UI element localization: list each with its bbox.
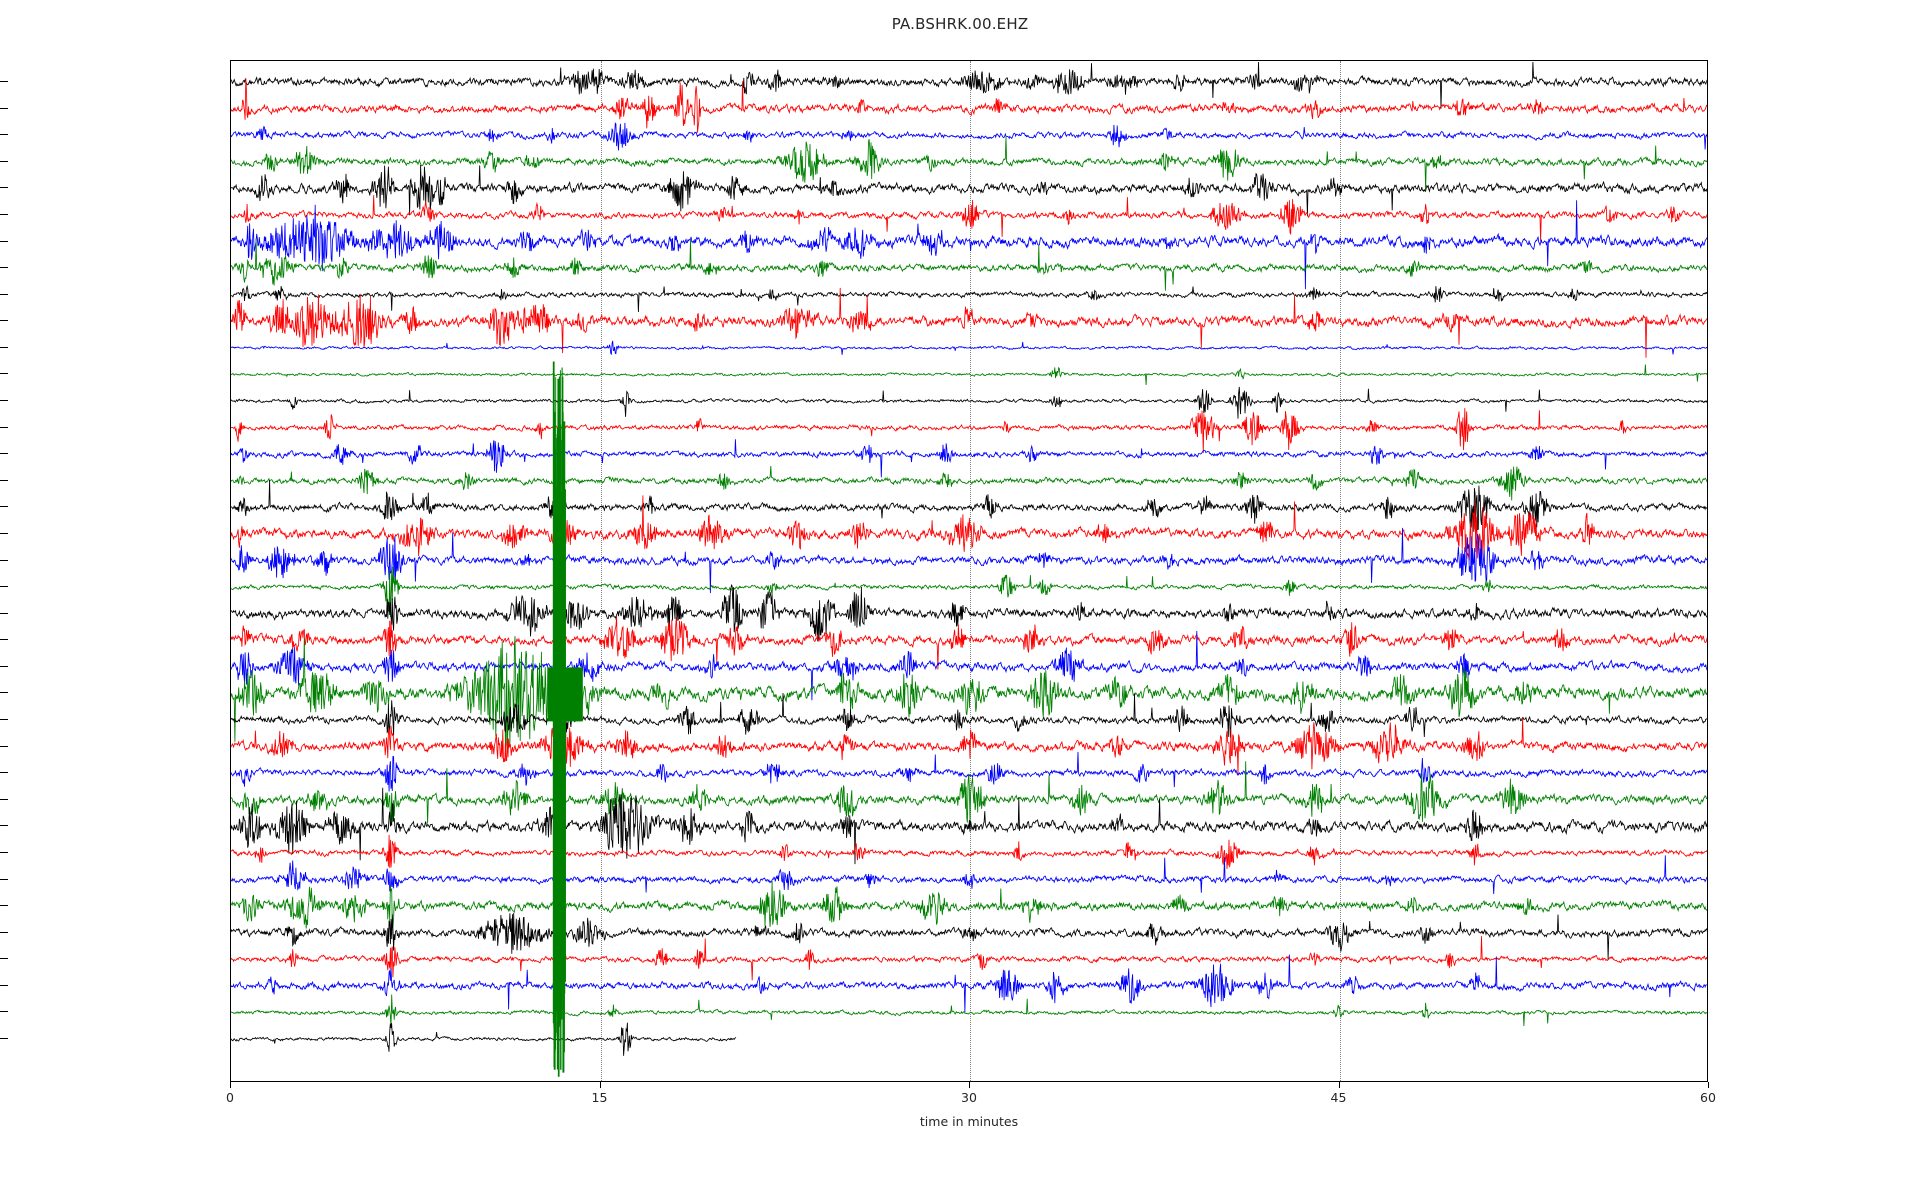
x-tick-mark [1338,1082,1340,1088]
y-tick-mark [0,931,8,933]
trace-row [231,936,1707,981]
trace-row [231,751,1707,792]
y-tick-mark [0,665,8,667]
x-tick-label: 15 [591,1090,608,1105]
trace-row [231,340,1707,356]
y-tick-mark [0,426,8,428]
trace-row [231,787,1707,865]
trace-row [231,584,1707,642]
x-tick-label: 45 [1330,1090,1347,1105]
vertical-gridline [600,61,602,1081]
y-tick-mark [0,639,8,641]
y-tick-mark [0,81,8,82]
y-tick-mark [0,1011,8,1013]
x-tick-label: 60 [1700,1090,1716,1105]
trace-row [231,616,1707,670]
x-tick-mark [599,1082,601,1088]
y-tick-mark [0,479,8,481]
trace-row [231,761,1707,824]
trace-row [231,284,1707,313]
page-title: PA.BSHRK.00.EHZ [891,15,1029,33]
trace-row [231,716,1707,776]
y-tick-mark [0,612,8,614]
y-tick-mark [0,772,8,774]
trace-row [231,566,1707,617]
trace-row [231,61,1707,109]
plot-area [230,60,1708,1082]
trace-row [231,630,1707,701]
trace-row [231,195,1707,242]
x-axis-label: time in minutes [919,1114,1019,1129]
y-tick-mark [0,320,8,322]
y-tick-mark [0,1038,8,1039]
trace-row [231,834,1707,869]
trace-row [231,636,1707,752]
trace-row [231,78,1707,133]
trace-row [231,238,1707,291]
y-tick-mark [0,453,8,455]
trace-row [231,994,1707,1029]
y-tick-mark [0,213,8,215]
trace-row [231,495,1707,561]
y-tick-mark [0,719,8,720]
y-tick-mark [0,798,8,800]
trace-row [231,200,1707,290]
y-tick-mark [0,506,8,508]
y-tick-mark [0,878,8,880]
trace-row [231,136,1707,191]
seismogram-traces [231,61,1707,1077]
trace-row [231,465,1707,501]
trace-row [231,912,1707,960]
y-tick-mark [0,293,8,295]
y-tick-mark [0,532,8,534]
y-tick-mark [0,745,8,747]
y-tick-mark [0,400,8,401]
trace-row [231,527,1707,594]
y-tick-mark [0,134,8,136]
trace-row [231,1022,737,1056]
trace-row [231,122,1707,151]
x-tick-mark [1708,1082,1709,1088]
vertical-gridline [970,61,971,1081]
y-tick-mark [0,187,8,189]
trace-row [231,692,1707,738]
x-tick-label: 0 [226,1090,234,1105]
y-tick-mark [0,559,8,561]
y-axis-labels: 00:00:0201:00:0202:00:0203:00:0204:00:02… [0,0,230,1200]
x-tick-mark [230,1082,231,1088]
trace-row [231,408,1707,454]
clipped-event-group [547,361,583,1077]
y-tick-mark [0,346,8,348]
y-tick-mark [0,905,8,907]
trace-row [231,287,1707,358]
x-tick-mark [969,1082,970,1088]
y-tick-mark [0,958,8,960]
vertical-gridline [1339,61,1341,1081]
trace-row [231,439,1707,478]
trace-canvas [231,61,1707,1081]
y-tick-mark [0,586,8,588]
y-tick-mark [0,107,8,109]
clipped-event-core [547,667,583,722]
x-tick-label: 30 [961,1090,977,1105]
y-tick-mark [0,984,8,986]
trace-row [231,855,1707,895]
trace-row [231,164,1707,217]
y-tick-mark [0,851,8,853]
trace-row [231,954,1707,1013]
trace-row [231,480,1707,532]
trace-row [231,386,1707,419]
y-tick-mark [0,160,8,162]
y-tick-mark [0,240,8,242]
y-tick-mark [0,267,8,269]
y-tick-mark [0,373,8,375]
y-tick-mark [0,692,8,694]
trace-row [231,364,1707,386]
y-tick-mark [0,825,8,827]
trace-row [231,880,1707,929]
